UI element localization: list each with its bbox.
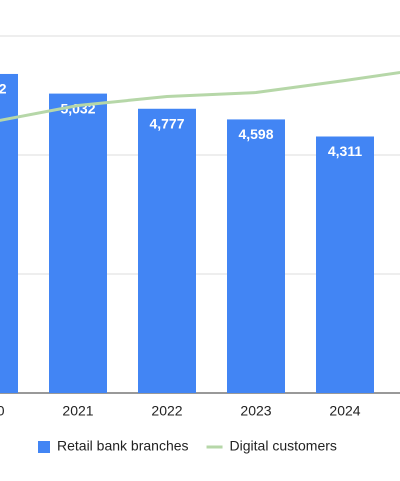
line (0, 70, 400, 122)
data-label: 4,777 (149, 115, 184, 131)
x-tick-label: 2021 (62, 403, 93, 419)
data-label: 5,362 (0, 81, 7, 97)
data-label: 4,598 (238, 126, 273, 142)
x-tick-label: 2022 (151, 403, 182, 419)
data-label: 4,311 (328, 143, 362, 159)
bar (316, 136, 374, 394)
bar (138, 108, 196, 394)
x-tick-label: 2024 (329, 403, 360, 419)
legend-label: Retail bank branches (57, 438, 189, 454)
bar (49, 93, 107, 393)
bar (0, 73, 18, 393)
legend-label: Digital customers (230, 438, 337, 454)
bar (227, 119, 285, 393)
x-tick-label: 2023 (240, 403, 271, 419)
x-tick-label: 2020 (0, 403, 5, 419)
legend-swatch (38, 441, 50, 453)
